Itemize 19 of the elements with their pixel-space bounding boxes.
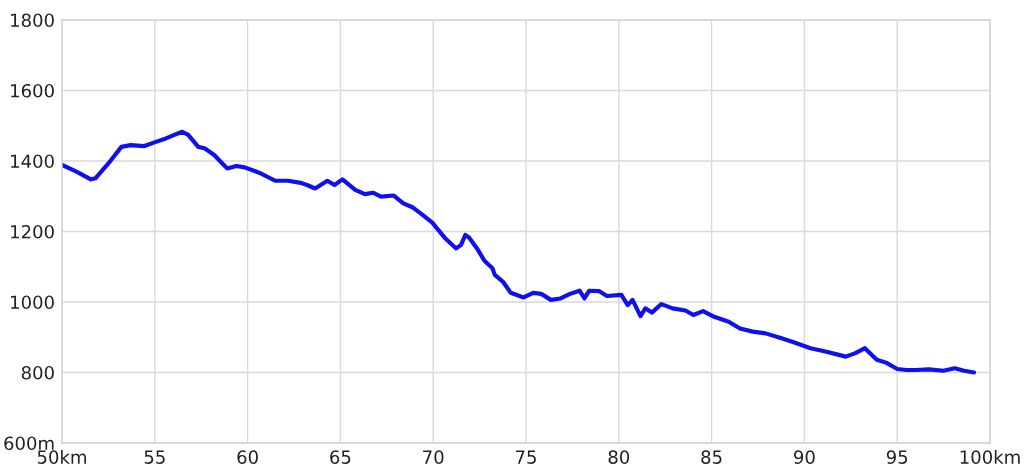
x-tick-label: 65: [330, 450, 351, 464]
line-series: [62, 129, 977, 375]
y-tick-label: 1000: [11, 295, 54, 310]
x-tick-label: 85: [701, 450, 722, 464]
x-tick-label: 100km: [960, 449, 1020, 464]
x-tick-label: 80: [608, 450, 630, 464]
y-tick-label: 600m: [4, 436, 54, 451]
x-tick-label: 55: [144, 450, 165, 464]
y-tick-label: 1600: [11, 83, 54, 98]
y-tick-label: 1800: [11, 13, 54, 28]
x-tick-label: 50km: [37, 449, 86, 464]
x-tick-label: 95: [886, 450, 908, 464]
x-tick-label: 75: [515, 450, 536, 464]
y-tick-label: 1200: [11, 224, 54, 239]
x-tick-label: 90: [794, 450, 815, 464]
x-tick-label: 60: [237, 450, 258, 464]
y-tick-label: 1400: [11, 154, 54, 169]
x-tick-label: 70: [423, 450, 444, 464]
y-tick-label: 800: [21, 365, 54, 380]
